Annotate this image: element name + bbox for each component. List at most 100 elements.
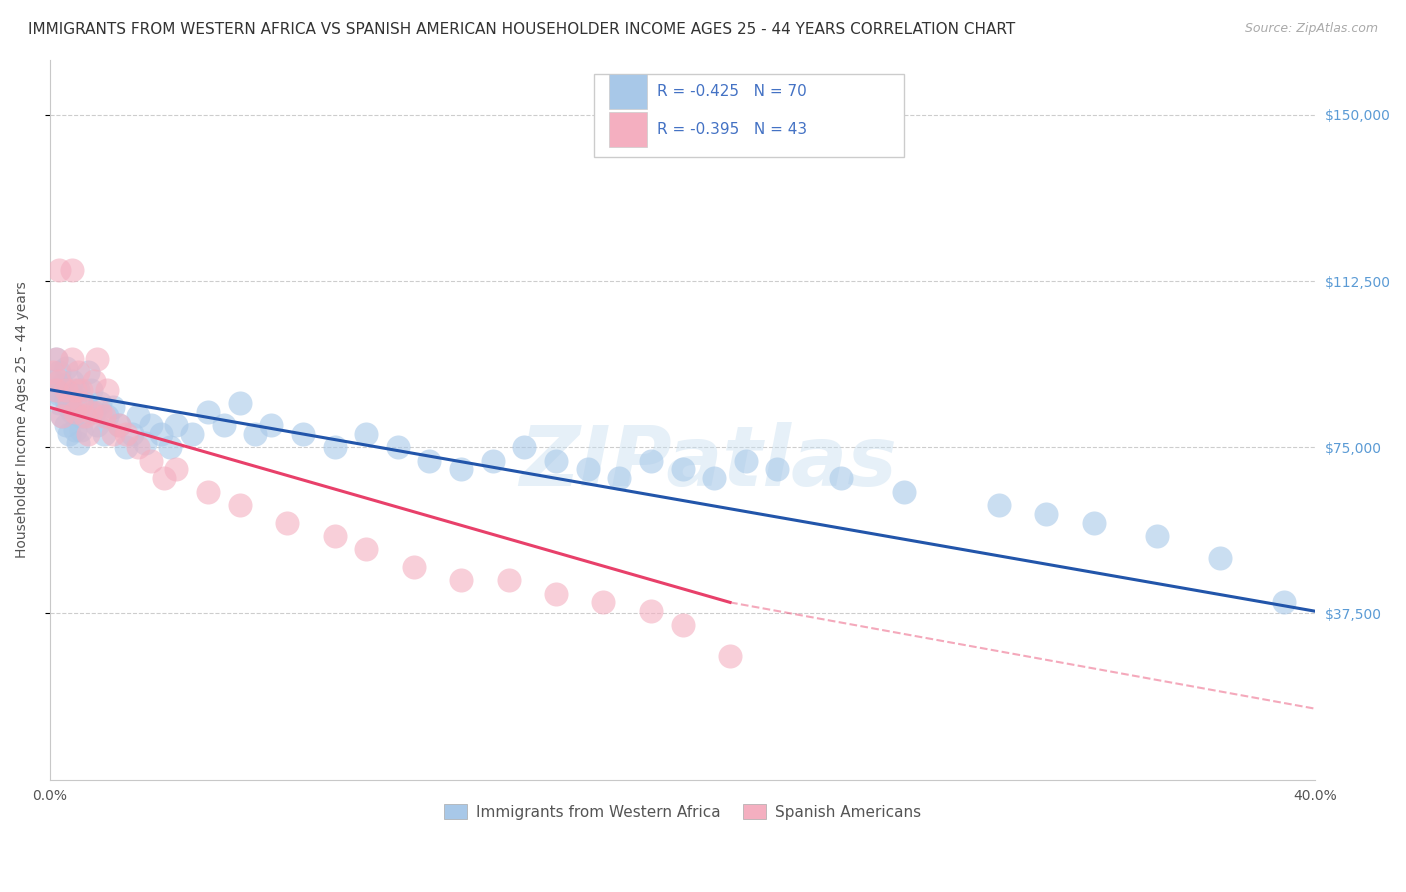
Point <box>70 383 93 397</box>
Point <box>101 427 124 442</box>
Point <box>86 418 108 433</box>
Point <box>260 418 283 433</box>
Point <box>45 351 67 366</box>
Point <box>139 418 162 433</box>
Point <box>987 498 1010 512</box>
Text: R = -0.425   N = 70: R = -0.425 N = 70 <box>657 84 807 99</box>
Point <box>1272 595 1295 609</box>
Point <box>48 263 70 277</box>
Point <box>245 427 267 442</box>
Point <box>83 405 105 419</box>
Point <box>159 440 181 454</box>
Point <box>402 560 425 574</box>
Point <box>58 396 80 410</box>
Point <box>114 440 136 454</box>
Point <box>830 471 852 485</box>
Point <box>766 462 789 476</box>
Point <box>276 516 298 530</box>
Point <box>45 383 67 397</box>
Point <box>96 383 118 397</box>
Point <box>67 383 90 397</box>
Point <box>63 423 86 437</box>
Point <box>60 351 83 366</box>
Point <box>63 396 86 410</box>
Point <box>55 418 77 433</box>
Point <box>60 374 83 388</box>
Point <box>70 396 93 410</box>
Point <box>498 573 520 587</box>
Point <box>181 427 204 442</box>
Point <box>48 396 70 410</box>
Point <box>228 498 250 512</box>
Point <box>139 453 162 467</box>
Point <box>96 409 118 424</box>
Point <box>671 617 693 632</box>
Point <box>80 405 103 419</box>
Point <box>67 435 90 450</box>
Point <box>323 529 346 543</box>
Point <box>73 409 96 424</box>
Text: ZIPatlas: ZIPatlas <box>519 422 897 503</box>
Point <box>127 409 149 424</box>
Point <box>86 351 108 366</box>
Bar <box>609 74 647 109</box>
Point <box>718 648 741 663</box>
Point <box>55 392 77 406</box>
Point <box>481 453 503 467</box>
Point <box>63 383 86 397</box>
Point <box>93 427 115 442</box>
Point <box>51 378 73 392</box>
Point <box>55 360 77 375</box>
Point <box>70 423 93 437</box>
Point <box>42 374 65 388</box>
Text: R = -0.395   N = 43: R = -0.395 N = 43 <box>657 122 807 137</box>
Point <box>45 383 67 397</box>
Point <box>60 263 83 277</box>
Point <box>165 462 187 476</box>
Point <box>60 405 83 419</box>
Point <box>544 586 567 600</box>
Point <box>1146 529 1168 543</box>
Point <box>450 573 472 587</box>
Point <box>108 418 131 433</box>
Point <box>418 453 440 467</box>
Legend: Immigrants from Western Africa, Spanish Americans: Immigrants from Western Africa, Spanish … <box>437 798 928 826</box>
Point <box>212 418 235 433</box>
Point <box>197 484 219 499</box>
Point <box>149 427 172 442</box>
Point <box>607 471 630 485</box>
Point <box>58 427 80 442</box>
Point <box>1035 507 1057 521</box>
Point <box>450 462 472 476</box>
Point <box>291 427 314 442</box>
Point <box>89 396 111 410</box>
Point <box>121 427 143 442</box>
Point <box>228 396 250 410</box>
Point <box>70 409 93 424</box>
Point <box>63 405 86 419</box>
Point <box>640 453 662 467</box>
Point <box>83 374 105 388</box>
Point <box>48 387 70 401</box>
Point <box>354 542 377 557</box>
Point <box>45 351 67 366</box>
Point <box>101 401 124 415</box>
Point <box>80 383 103 397</box>
Point <box>127 440 149 454</box>
Point <box>703 471 725 485</box>
Point <box>60 387 83 401</box>
Point <box>67 365 90 379</box>
Point <box>513 440 536 454</box>
Point <box>42 365 65 379</box>
Point <box>576 462 599 476</box>
Point <box>48 374 70 388</box>
Point <box>671 462 693 476</box>
Point <box>114 427 136 442</box>
Point <box>323 440 346 454</box>
Point <box>640 604 662 618</box>
Point <box>893 484 915 499</box>
Bar <box>593 74 904 157</box>
Point <box>58 401 80 415</box>
Point <box>51 409 73 424</box>
Point <box>592 595 614 609</box>
